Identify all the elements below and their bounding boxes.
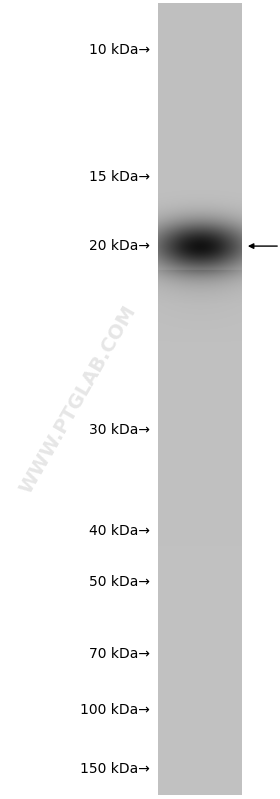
Text: 150 kDa→: 150 kDa→ — [80, 761, 150, 776]
Text: 10 kDa→: 10 kDa→ — [89, 42, 150, 57]
Text: 40 kDa→: 40 kDa→ — [89, 524, 150, 539]
Text: 70 kDa→: 70 kDa→ — [89, 646, 150, 661]
Text: 20 kDa→: 20 kDa→ — [89, 239, 150, 253]
Text: 100 kDa→: 100 kDa→ — [80, 702, 150, 717]
Text: 15 kDa→: 15 kDa→ — [89, 170, 150, 185]
Text: 50 kDa→: 50 kDa→ — [89, 574, 150, 589]
Text: 30 kDa→: 30 kDa→ — [89, 423, 150, 437]
Text: WWW.PTGLAB.COM: WWW.PTGLAB.COM — [17, 302, 140, 497]
